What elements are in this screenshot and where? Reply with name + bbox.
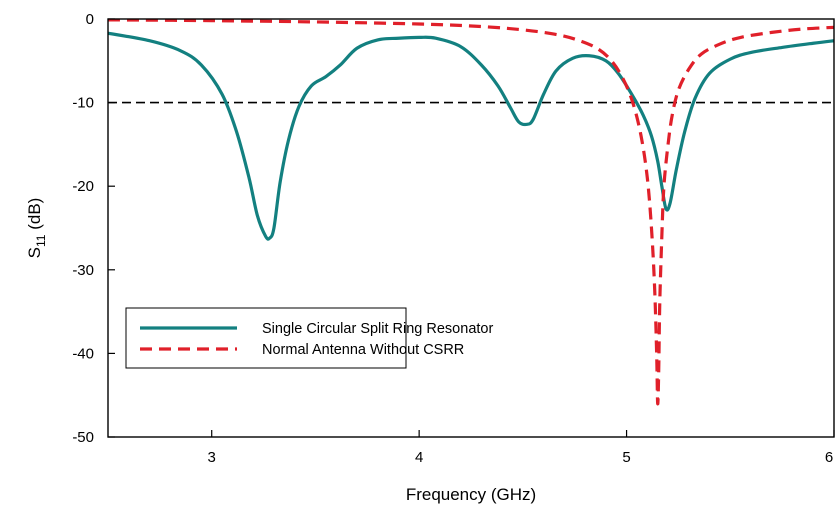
series-line-single-csrr (108, 31, 834, 241)
y-tick-label: 0 (86, 11, 94, 28)
x-axis-title: Frequency (GHz) (406, 485, 536, 504)
y-tick-label: -50 (72, 429, 94, 446)
x-tick-label: 6 (825, 449, 833, 466)
y-axis-title-base: S (25, 247, 44, 258)
legend-label-normal-antenna: Normal Antenna Without CSRR (262, 342, 464, 358)
legend: Single Circular Split Ring Resonator Nor… (125, 307, 493, 369)
series-line-normal-antenna (108, 19, 834, 406)
y-axis-title-suffix: (dB) (25, 198, 44, 235)
y-tick-label: -10 (72, 95, 94, 112)
legend-label-single-csrr: Single Circular Split Ring Resonator (262, 321, 493, 337)
y-axis-title-subscript: 11 (34, 234, 48, 247)
legend-box (125, 307, 407, 369)
y-tick-label: -20 (72, 178, 94, 195)
plot-area (108, 19, 834, 406)
x-axis-ticks: 3 4 5 6 (208, 430, 835, 466)
y-axis-title: S11 (dB) (25, 198, 48, 259)
plot-frame (107, 18, 835, 438)
y-tick-label: -30 (72, 262, 94, 279)
x-tick-label: 4 (415, 449, 423, 466)
y-tick-label: -40 (72, 345, 94, 362)
x-tick-label: 3 (208, 449, 216, 466)
x-tick-label: 5 (622, 449, 630, 466)
